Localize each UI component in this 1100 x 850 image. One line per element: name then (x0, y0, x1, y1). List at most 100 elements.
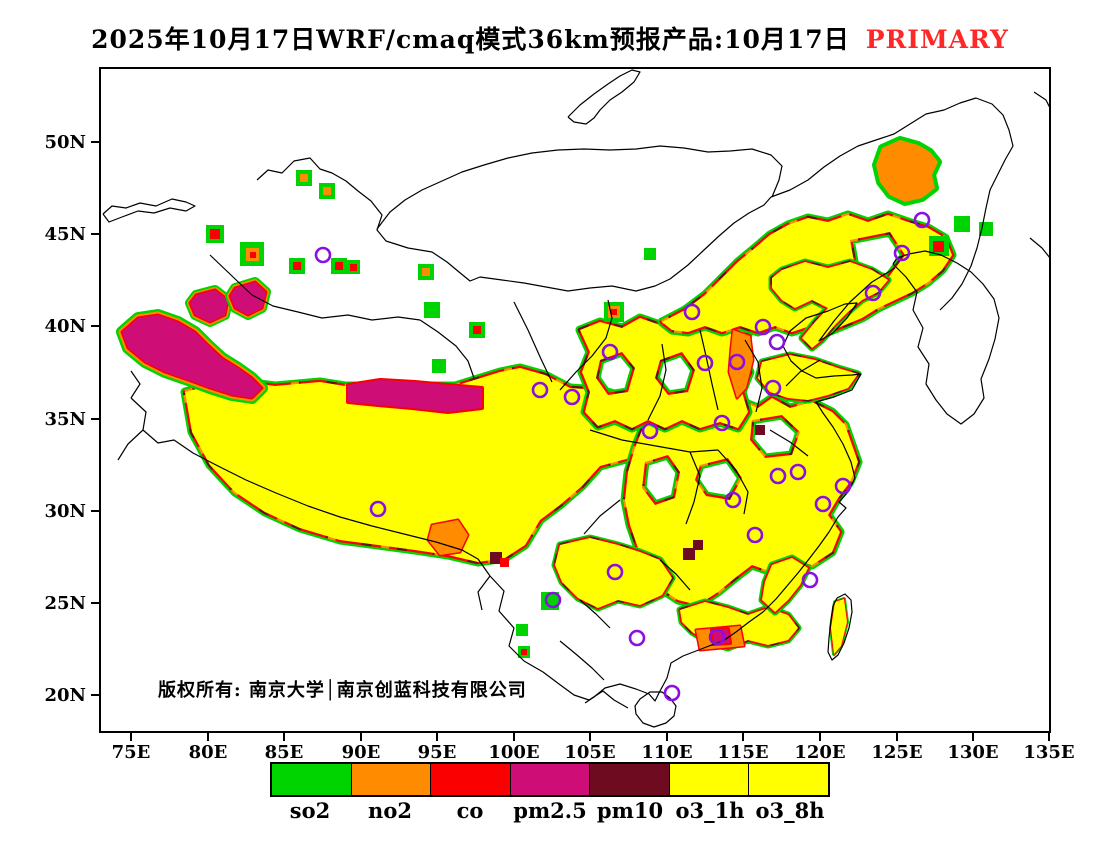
station-marker (696, 354, 714, 372)
boundary-line (659, 559, 691, 591)
station-marker (663, 684, 681, 702)
map-speck (473, 326, 481, 334)
title-main: 2025年10月17日WRF/cmaq模式36km预报产品:10月17日 (91, 25, 850, 54)
station-marker (893, 244, 911, 262)
legend-swatch-so2 (272, 764, 351, 795)
boundary-line (634, 691, 677, 728)
boundary-line (256, 157, 772, 292)
station-marker (544, 591, 562, 609)
map-region-qaidam-magenta-band (348, 380, 482, 412)
lat-tick-label: 30N (44, 501, 86, 522)
station-marker (769, 467, 787, 485)
boundary-line (1029, 237, 1051, 259)
map-speck (644, 248, 656, 260)
boundary-line (567, 69, 641, 125)
station-marker (728, 353, 746, 371)
legend: so2 no2 co pm2.5 pm10 o3_1h o3_8h (270, 762, 830, 823)
lon-tick-label: 115E (717, 742, 768, 763)
boundary-line (769, 429, 809, 457)
map-speck (954, 216, 970, 232)
map-speck (611, 309, 617, 315)
boundary-line (579, 599, 611, 629)
boundary-line (130, 397, 629, 709)
lon-tick-label: 110E (641, 742, 692, 763)
lon-tick-label: 135E (1023, 742, 1074, 763)
legend-swatch-o3-8h (748, 764, 829, 795)
legend-label-no2: no2 (368, 798, 412, 823)
boundary-line (770, 97, 1014, 311)
map-speck (683, 548, 695, 560)
station-marker (563, 388, 581, 406)
lon-tick-label: 125E (871, 742, 922, 763)
map-speck (335, 262, 343, 270)
map-speck (521, 649, 527, 655)
station-marker (708, 628, 726, 646)
legend-label-o3-8h: o3_8h (755, 798, 825, 823)
station-marker (801, 571, 819, 589)
legend-label-pm2.5: pm2.5 (513, 798, 587, 823)
station-marker (754, 318, 772, 336)
lon-tick-label: 80E (189, 742, 228, 763)
legend-swatch-o3-1h (668, 764, 749, 795)
legend-color-bar (270, 762, 830, 797)
station-marker (764, 379, 782, 397)
legend-swatch-pm10 (589, 764, 669, 795)
legend-label-o3-1h: o3_1h (675, 798, 745, 823)
map-region-shanxi-orange-band (729, 330, 753, 398)
legend-label-so2: so2 (289, 798, 331, 823)
boundary-line (419, 319, 475, 379)
map-region-fujian-yellow (762, 558, 808, 612)
legend-label-pm10: pm10 (596, 798, 664, 823)
map-region-south-central-yellow (555, 538, 672, 608)
station-marker (628, 629, 646, 647)
boundary-line (376, 145, 783, 230)
map-speck (293, 262, 301, 270)
boundary-line (583, 499, 621, 535)
station-marker (834, 477, 852, 495)
station-marker (814, 495, 832, 513)
boundary-line (647, 343, 667, 421)
map-speck (490, 552, 502, 564)
station-marker (746, 526, 764, 544)
lat-tick-label: 50N (44, 132, 86, 153)
station-marker (641, 422, 659, 440)
station-marker (601, 343, 619, 361)
map-region-xinjiang-magenta-b (190, 290, 228, 322)
map-speck (516, 624, 528, 636)
legend-swatch-co (430, 764, 510, 795)
legend-labels: so2 no2 co pm2.5 pm10 o3_1h o3_8h (270, 798, 830, 823)
boundary-line (589, 429, 719, 453)
boundary-line (744, 339, 763, 413)
station-marker (531, 381, 549, 399)
lat-tick-label: 35N (44, 409, 86, 430)
station-marker (606, 563, 624, 581)
legend-swatch-no2 (350, 764, 431, 795)
map-region-taiwan-yellow (831, 599, 847, 654)
lon-tick-label: 100E (488, 742, 539, 763)
legend-label-co: co (456, 798, 484, 823)
map-speck (210, 229, 220, 239)
lon-tick-label: 85E (265, 742, 304, 763)
boundary-line (513, 301, 553, 383)
map-region-xinjiang-magenta-a (122, 315, 262, 398)
boundary-line (892, 250, 1000, 425)
map-speck (693, 540, 703, 550)
boundary-line (559, 640, 605, 681)
lon-tick-label: 90E (342, 742, 381, 763)
station-marker (913, 211, 931, 229)
map-region-liaoning-yellow (772, 262, 888, 348)
lon-tick-label: 130E (947, 742, 998, 763)
map-speck (323, 187, 331, 195)
boundary-line (130, 370, 141, 399)
boundary-line (209, 254, 421, 321)
map-frame (99, 67, 1051, 733)
map-region-setibet-orange (428, 520, 468, 555)
boundary-line (717, 449, 749, 515)
lat-tick-label: 45N (44, 224, 86, 245)
station-marker (369, 500, 387, 518)
lon-tick-label: 95E (418, 742, 457, 763)
boundary-line (584, 267, 896, 704)
boundary-line (1033, 91, 1051, 109)
boundary-line (827, 593, 853, 661)
